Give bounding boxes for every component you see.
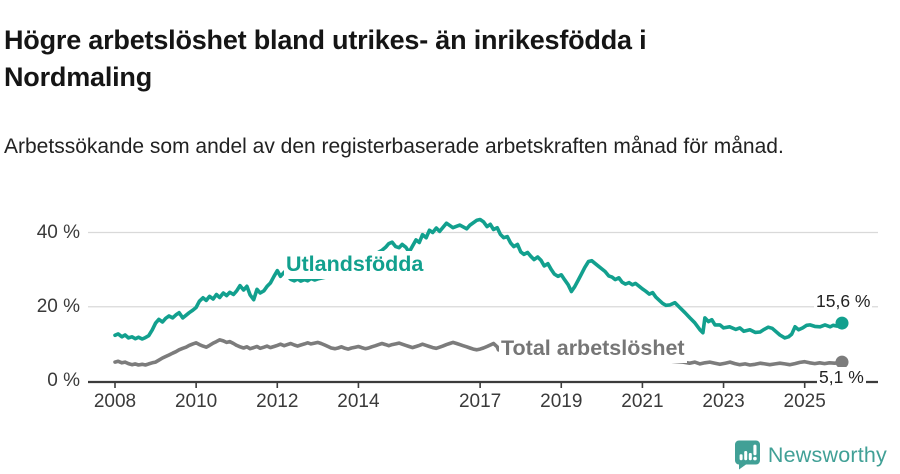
series-label-utlandsfodda: Utlandsfödda xyxy=(284,251,426,279)
newsworthy-logo: Newsworthy xyxy=(733,440,887,470)
page-title: Högre arbetslöshet bland utrikes- än inr… xyxy=(4,25,647,93)
series-line-utlandsf-dda xyxy=(113,217,844,341)
x-axis-label: 2014 xyxy=(337,391,380,412)
end-dot-total-arbetsl-shet xyxy=(835,355,849,369)
series-label-total-arbetsloshet: Total arbetslöshet xyxy=(499,334,687,363)
x-axis-label: 2008 xyxy=(93,391,137,412)
end-dot-utlandsf-dda xyxy=(835,316,849,330)
end-value-label-utlandsfodda: 15,6 % xyxy=(814,291,873,312)
x-axis-label: 2023 xyxy=(702,391,745,412)
x-axis-label: 2017 xyxy=(458,391,502,412)
bar-chart-speech-bubble-icon xyxy=(734,440,760,470)
series-line-total-arbetsl-shet xyxy=(113,337,844,367)
y-axis-label: 40 % xyxy=(36,221,80,243)
page-subtitle: Arbetssökande som andel av den registerb… xyxy=(4,135,784,158)
x-axis-label: 2012 xyxy=(256,391,299,412)
end-value-label-total-arbetsloshet: 5,1 % xyxy=(817,367,866,388)
newsworthy-brand-text: Newsworthy xyxy=(767,442,887,467)
y-axis-label: 20 % xyxy=(36,295,80,317)
x-axis-label: 2010 xyxy=(174,391,218,412)
x-axis-label: 2025 xyxy=(783,391,826,412)
x-axis-label: 2019 xyxy=(540,391,583,412)
x-axis-label: 2021 xyxy=(621,391,664,412)
y-axis-label: 0 % xyxy=(47,370,80,391)
